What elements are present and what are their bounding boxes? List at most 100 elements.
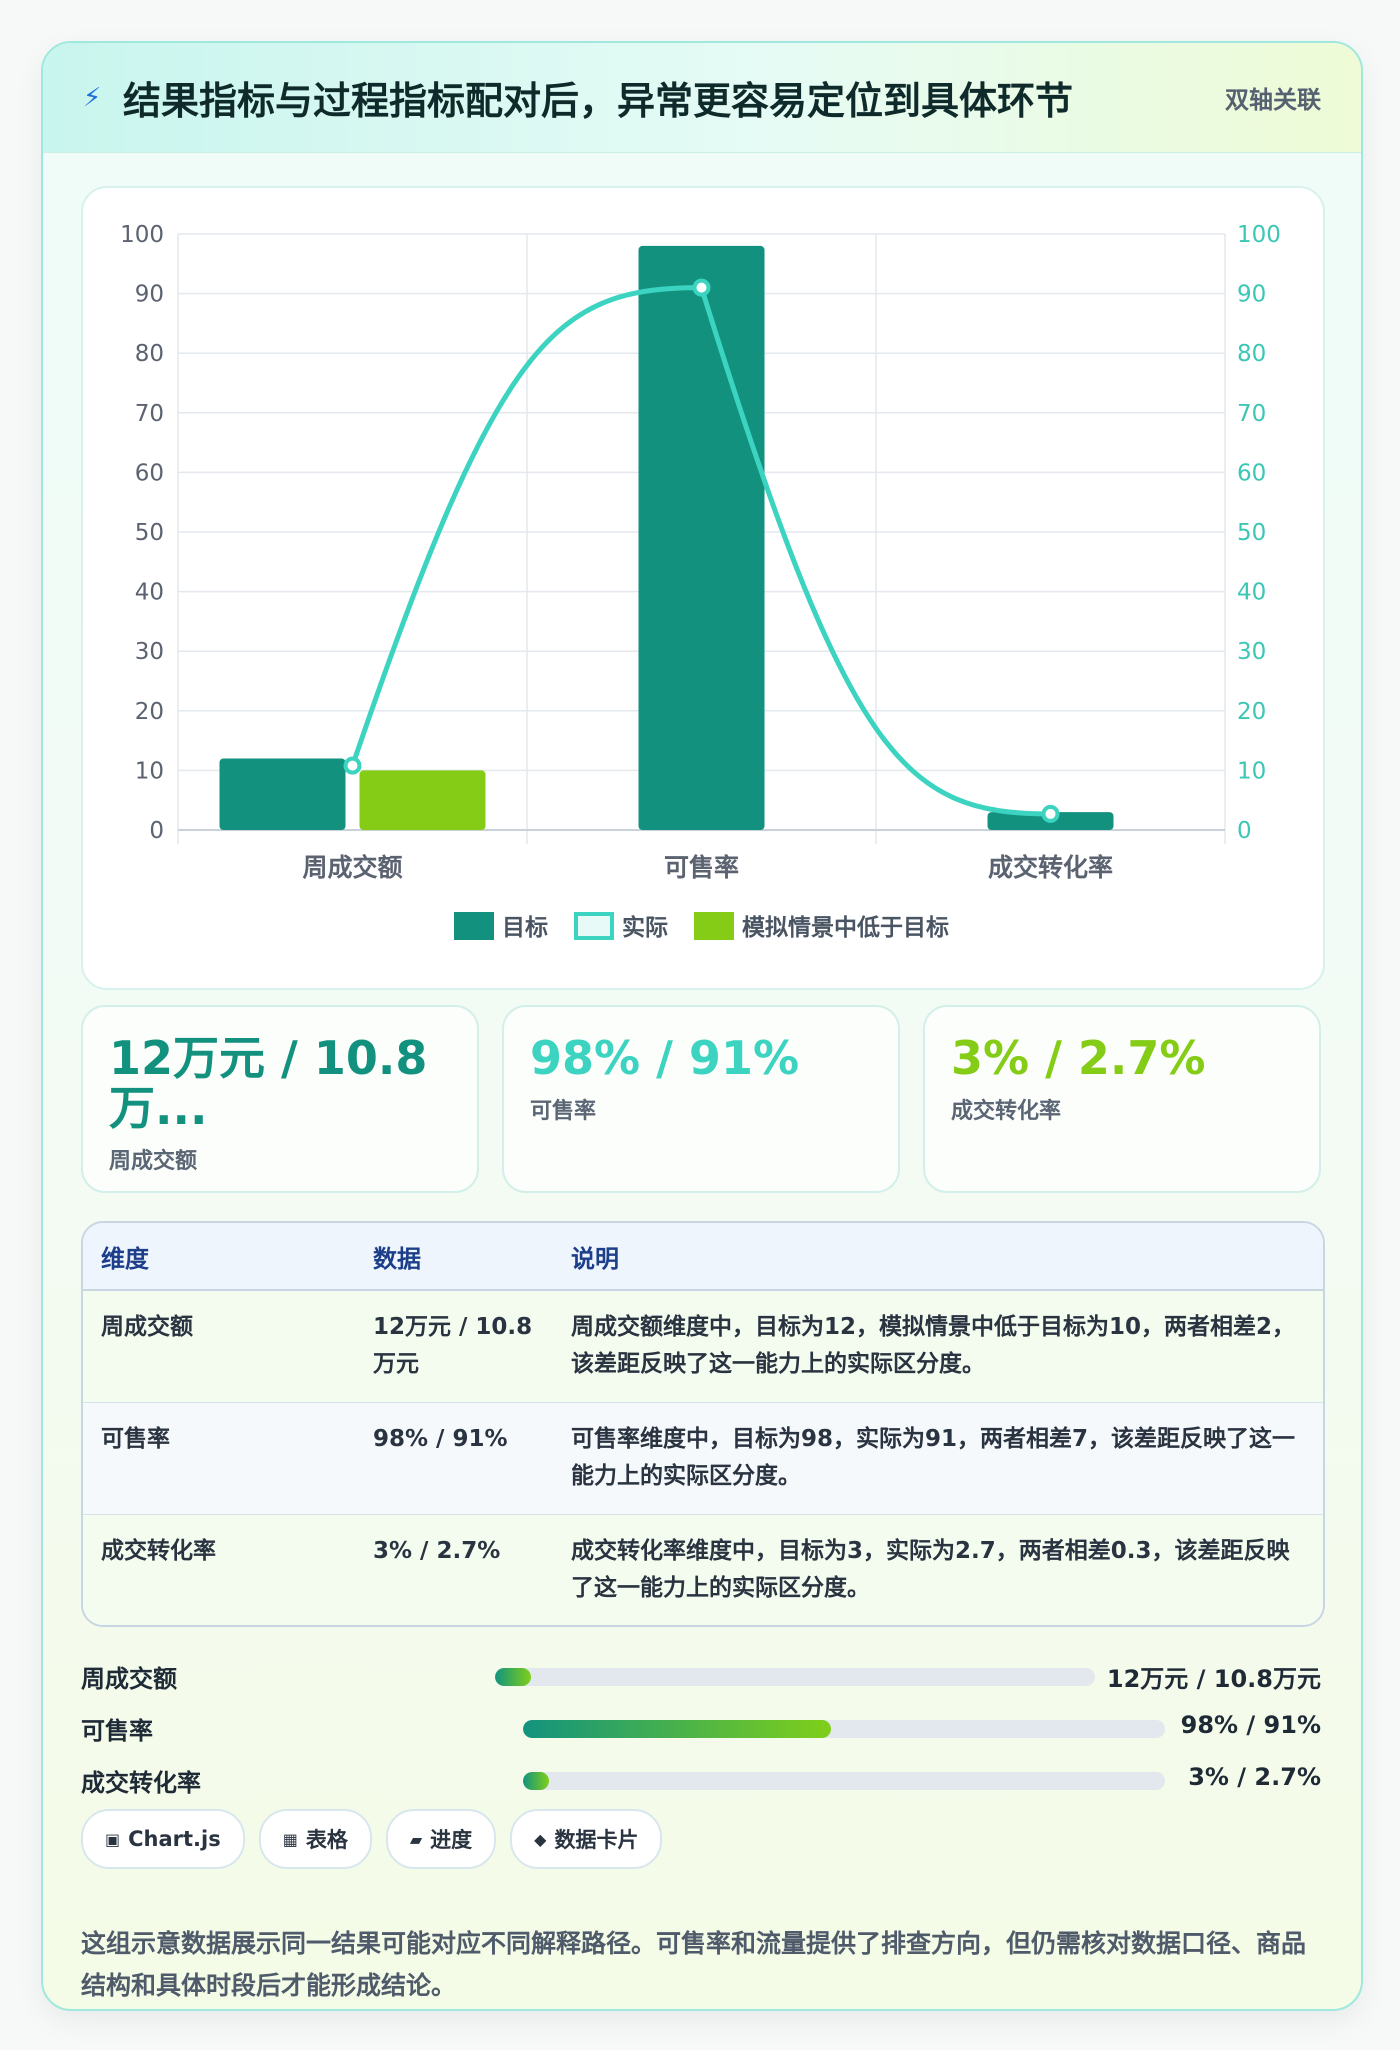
cell-dimension: 周成交额 xyxy=(83,1290,355,1403)
cell-data: 12万元 / 10.8万元 xyxy=(355,1290,553,1403)
y2-tick-label: 30 xyxy=(1237,639,1266,665)
card-header: ⚡ 结果指标与过程指标配对后，异常更容易定位到具体环节 双轴关联 xyxy=(43,43,1361,153)
detail-table: 维度 数据 说明 周成交额 12万元 / 10.8万元 周成交额维度中，目标为1… xyxy=(81,1221,1325,1627)
y-tick-label: 0 xyxy=(149,818,164,844)
stat-label: 成交转化率 xyxy=(951,1099,1062,1124)
y-tick-label: 60 xyxy=(135,460,164,486)
y2-tick-label: 60 xyxy=(1237,460,1266,486)
progress-value: 3% / 2.7% xyxy=(1188,1763,1321,1791)
cell-description: 成交转化率维度中，目标为3，实际为2.7，两者相差0.3，该差距反映了这一能力上… xyxy=(553,1514,1323,1625)
cell-description: 周成交额维度中，目标为12，模拟情景中低于目标为10，两者相差2，该差距反映了这… xyxy=(553,1290,1323,1403)
legend-swatch xyxy=(694,912,734,940)
progress-value: 98% / 91% xyxy=(1180,1711,1321,1739)
stat-label: 可售率 xyxy=(530,1099,597,1124)
bar xyxy=(219,758,346,830)
badge-label: 进度 xyxy=(430,1828,473,1852)
combo-chart: 0 0 10 10 20 20 30 30 40 40 50 50 60 60 70 70 80 80 90 90 10… xyxy=(120,222,1281,941)
table-row: 可售率 98% / 91% 可售率维度中，目标为98，实际为91，两者相差7，该… xyxy=(83,1402,1323,1515)
stat-card: 12万元 / 10.8万... 周成交额 xyxy=(81,1005,479,1193)
progress-fill xyxy=(523,1720,832,1738)
progress-track xyxy=(523,1772,1165,1790)
badge-data-card: ◆ 数据卡片 xyxy=(510,1809,663,1869)
bar xyxy=(638,245,765,831)
y-tick-label: 20 xyxy=(135,699,164,725)
progress-value: 12万元 / 10.8万元 xyxy=(1106,1665,1321,1693)
badge-label: Chart.js xyxy=(128,1827,221,1851)
y-tick-label: 10 xyxy=(135,758,164,784)
progress-fill xyxy=(523,1772,549,1790)
y-tick-label: 80 xyxy=(135,341,164,367)
stat-card: 3% / 2.7% 成交转化率 xyxy=(923,1005,1321,1193)
badge-table: ▦ 表格 xyxy=(258,1809,372,1869)
legend-label: 模拟情景中低于目标 xyxy=(742,915,949,941)
legend-label: 实际 xyxy=(622,914,668,941)
page-title: 结果指标与过程指标配对后，异常更容易定位到具体环节 xyxy=(123,79,1074,123)
y2-tick-label: 50 xyxy=(1237,520,1266,546)
stat-value: 3% / 2.7% xyxy=(951,1031,1206,1085)
cell-description: 可售率维度中，目标为98，实际为91，两者相差7，该差距反映了这一能力上的实际区… xyxy=(553,1402,1323,1515)
table-row: 周成交额 12万元 / 10.8万元 周成交额维度中，目标为12，模拟情景中低于… xyxy=(83,1290,1323,1403)
table-icon: ▦ xyxy=(282,1829,298,1849)
cell-dimension: 成交转化率 xyxy=(83,1514,355,1625)
y2-tick-label: 80 xyxy=(1237,341,1266,367)
badge-progress: ▰ 进度 xyxy=(385,1809,497,1869)
bar xyxy=(359,770,486,830)
y2-tick-label: 70 xyxy=(1237,401,1266,427)
stat-value: 12万元 / 10.8万... xyxy=(109,1031,428,1135)
report-card: ⚡ 结果指标与过程指标配对后，异常更容易定位到具体环节 双轴关联 0 0 10 10 2… xyxy=(41,41,1363,2011)
line-point xyxy=(692,278,711,297)
badge-label: 表格 xyxy=(305,1828,348,1852)
table-header-row: 维度 数据 说明 xyxy=(83,1223,1323,1291)
chart-icon: ▣ xyxy=(105,1829,121,1849)
card-icon: ◆ xyxy=(534,1829,547,1849)
y2-tick-label: 20 xyxy=(1237,699,1266,725)
x-tick-label: 可售率 xyxy=(664,853,739,882)
chart-panel: 0 0 10 10 20 20 30 30 40 40 50 50 60 60 70 70 80 80 90 90 10… xyxy=(81,186,1325,990)
progress-label: 成交转化率 xyxy=(81,1769,201,1797)
column-header: 说明 xyxy=(553,1223,1323,1291)
progress-row: 周成交额 12万元 / 10.8万元 xyxy=(81,1651,1321,1703)
badge-chartjs: ▣ Chart.js xyxy=(81,1809,245,1869)
column-header: 维度 xyxy=(83,1223,355,1291)
y-tick-label: 40 xyxy=(135,580,164,606)
lightning-icon: ⚡ xyxy=(83,82,102,113)
legend-label: 目标 xyxy=(502,915,548,941)
stat-label: 周成交额 xyxy=(109,1149,198,1174)
progress-row: 成交转化率 3% / 2.7% xyxy=(81,1755,1321,1807)
column-header: 数据 xyxy=(355,1223,553,1291)
progress-track xyxy=(523,1720,1165,1738)
y-tick-label: 30 xyxy=(135,639,164,665)
badge-label: 数据卡片 xyxy=(554,1828,639,1852)
y2-tick-label: 0 xyxy=(1237,818,1252,844)
y-tick-label: 50 xyxy=(135,520,164,546)
stat-value: 98% / 91% xyxy=(530,1031,800,1085)
progress-row: 可售率 98% / 91% xyxy=(81,1703,1321,1755)
y2-tick-label: 90 xyxy=(1237,282,1266,308)
cell-dimension: 可售率 xyxy=(83,1402,355,1515)
dual-axis-tag: 双轴关联 xyxy=(1225,86,1321,114)
legend-swatch xyxy=(454,912,494,940)
stat-card: 98% / 91% 可售率 xyxy=(502,1005,900,1193)
y-tick-label: 90 xyxy=(135,282,164,308)
stat-cards: 12万元 / 10.8万... 周成交额 98% / 91% 可售率 3% / … xyxy=(81,1005,1321,1195)
y2-tick-label: 40 xyxy=(1237,580,1266,606)
table-row: 成交转化率 3% / 2.7% 成交转化率维度中，目标为3，实际为2.7，两者相… xyxy=(83,1514,1323,1625)
line-point xyxy=(343,756,362,775)
x-tick-label: 成交转化率 xyxy=(988,853,1113,882)
y-tick-label: 100 xyxy=(120,222,164,248)
y2-tick-label: 10 xyxy=(1237,758,1266,784)
progress-icon: ▰ xyxy=(409,1829,423,1849)
footnote: 这组示意数据展示同一结果可能对应不同解释路径。可售率和流量提供了排查方向，但仍需… xyxy=(81,1929,1307,2000)
progress-label: 周成交额 xyxy=(81,1665,177,1693)
cell-data: 98% / 91% xyxy=(355,1402,553,1515)
cell-data: 3% / 2.7% xyxy=(355,1514,553,1625)
progress-fill xyxy=(495,1668,531,1686)
y2-tick-label: 100 xyxy=(1237,222,1281,248)
tech-badges: ▣ Chart.js ▦ 表格 ▰ 进度 ◆ 数据卡片 xyxy=(81,1809,663,1869)
progress-list: 周成交额 12万元 / 10.8万元 可售率 98% / 91% 成交转化率 3… xyxy=(81,1651,1321,1807)
progress-track xyxy=(495,1668,1095,1686)
legend-swatch xyxy=(574,912,614,940)
x-tick-label: 周成交额 xyxy=(302,853,402,882)
line-point xyxy=(1041,804,1060,823)
progress-label: 可售率 xyxy=(81,1717,153,1745)
